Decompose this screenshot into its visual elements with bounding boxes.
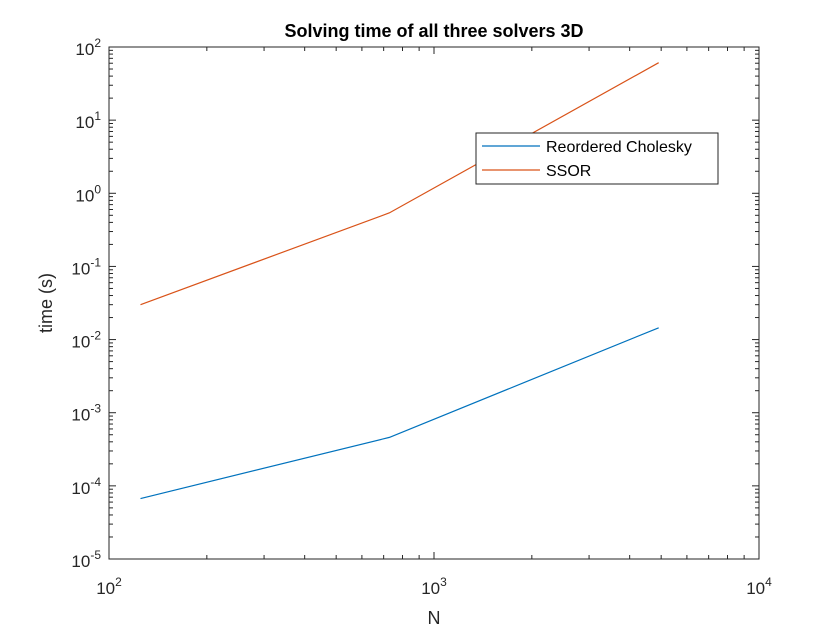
y-tick-labels: 102 101 100 10-1 10-2 10-3 10-4 10-5 — [71, 36, 101, 571]
legend-box — [475, 132, 719, 185]
y-tick-label: 102 — [75, 36, 101, 59]
y-tick-label: 10-3 — [71, 402, 101, 425]
chart-title: Solving time of all three solvers 3D — [284, 21, 583, 41]
x-tick-label: 104 — [746, 575, 772, 598]
y-tick-label: 10-5 — [71, 548, 101, 571]
plot-area — [109, 47, 759, 559]
x-tick-label: 102 — [96, 575, 122, 598]
y-tick-label: 101 — [75, 109, 101, 132]
legend-label-ssor: SSOR — [546, 163, 591, 180]
x-axis-label: N — [428, 608, 441, 628]
y-axis-label: time (s) — [36, 273, 56, 333]
series-line-reordered-cholesky — [140, 327, 659, 500]
x-tick-label: 103 — [421, 575, 447, 598]
y-tick-label: 10-2 — [71, 329, 101, 352]
series-layer — [140, 62, 659, 500]
y-tick-label: 100 — [75, 182, 101, 205]
legend-label-reordered-cholesky: Reordered Cholesky — [546, 139, 692, 156]
x-tick-labels: 102 103 104 — [96, 575, 772, 598]
y-tick-label: 10-1 — [71, 255, 101, 278]
legend[interactable]: Reordered Cholesky SSOR — [475, 132, 719, 185]
y-tick-label: 10-4 — [71, 475, 101, 498]
axes-box — [108, 46, 760, 560]
series-line-ssor — [140, 62, 659, 306]
tick-layer — [108, 46, 760, 560]
